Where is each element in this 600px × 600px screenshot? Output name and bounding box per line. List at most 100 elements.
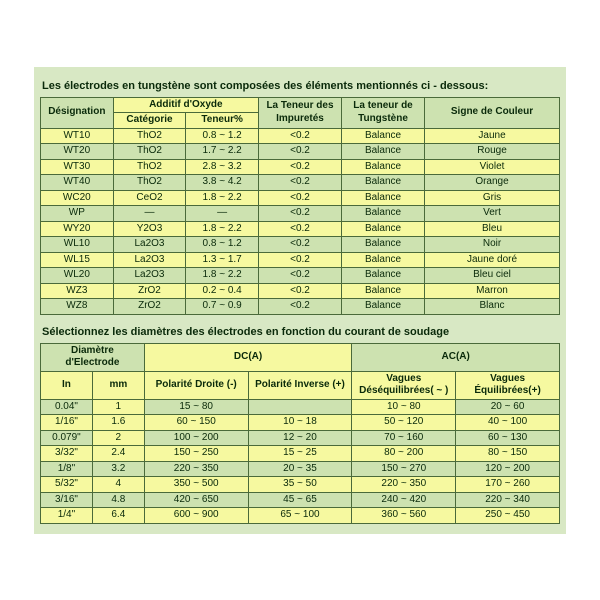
cell: Noir [425, 237, 560, 253]
th-mm: mm [92, 371, 144, 399]
cell: WT20 [41, 144, 114, 160]
cell: 80 ~ 150 [456, 446, 560, 462]
cell: Blanc [425, 299, 560, 315]
table-row: 3/16"4.8420 ~ 65045 ~ 65240 ~ 420220 ~ 3… [41, 492, 560, 508]
cell: <0.2 [258, 268, 341, 284]
cell: 4.8 [92, 492, 144, 508]
cell: Bleu [425, 221, 560, 237]
cell: 10 ~ 18 [248, 415, 352, 431]
cell: 80 ~ 200 [352, 446, 456, 462]
th-in: In [41, 371, 93, 399]
th-categorie: Catégorie [113, 113, 186, 129]
cell: Balance [342, 175, 425, 191]
th-designation: Désignation [41, 97, 114, 128]
cell: 220 ~ 350 [144, 461, 248, 477]
cell: Balance [342, 268, 425, 284]
cell: <0.2 [258, 190, 341, 206]
cell: 1.3 ~ 1.7 [186, 252, 259, 268]
cell: <0.2 [258, 144, 341, 160]
cell: WZ3 [41, 283, 114, 299]
cell: 1.8 ~ 2.2 [186, 268, 259, 284]
cell: 1 [92, 399, 144, 415]
cell: <0.2 [258, 159, 341, 175]
cell [248, 399, 352, 415]
cell: 0.7 ~ 0.9 [186, 299, 259, 315]
cell: ThO2 [113, 159, 186, 175]
cell: 60 ~ 150 [144, 415, 248, 431]
cell: 60 ~ 130 [456, 430, 560, 446]
cell: 3/32" [41, 446, 93, 462]
cell: Balance [342, 206, 425, 222]
cell: <0.2 [258, 221, 341, 237]
cell: Balance [342, 159, 425, 175]
th-additif: Additif d'Oxyde [113, 97, 258, 113]
cell: Balance [342, 190, 425, 206]
th-teneur: Teneur% [186, 113, 259, 129]
cell: WZ8 [41, 299, 114, 315]
cell: 35 ~ 50 [248, 477, 352, 493]
cell: 1.6 [92, 415, 144, 431]
cell: 1.8 ~ 2.2 [186, 221, 259, 237]
cell: ThO2 [113, 175, 186, 191]
cell: 2 [92, 430, 144, 446]
cell: Balance [342, 237, 425, 253]
cell: <0.2 [258, 252, 341, 268]
cell: 100 ~ 200 [144, 430, 248, 446]
cell: 1/8" [41, 461, 93, 477]
table-row: WP——<0.2BalanceVert [41, 206, 560, 222]
table-row: WL15La2O31.3 ~ 1.7<0.2BalanceJaune doré [41, 252, 560, 268]
table-row: WL10La2O30.8 ~ 1.2<0.2BalanceNoir [41, 237, 560, 253]
cell: La2O3 [113, 237, 186, 253]
table-row: WT40ThO23.8 ~ 4.2<0.2BalanceOrange [41, 175, 560, 191]
cell: 220 ~ 340 [456, 492, 560, 508]
cell: 65 ~ 100 [248, 508, 352, 524]
cell: Jaune [425, 128, 560, 144]
table-row: 0.04"115 ~ 8010 ~ 8020 ~ 60 [41, 399, 560, 415]
cell: Jaune doré [425, 252, 560, 268]
cell: <0.2 [258, 283, 341, 299]
cell: 350 ~ 500 [144, 477, 248, 493]
cell: 120 ~ 200 [456, 461, 560, 477]
th-pol-droite: Polarité Droite (-) [144, 371, 248, 399]
table-row: 1/8"3.2220 ~ 35020 ~ 35150 ~ 270120 ~ 20… [41, 461, 560, 477]
diameter-current-table: Diamètre d'Electrode DC(A) AC(A) In mm P… [40, 343, 560, 524]
table-row: WZ3ZrO20.2 ~ 0.4<0.2BalanceMarron [41, 283, 560, 299]
cell: 15 ~ 25 [248, 446, 352, 462]
th-ac: AC(A) [352, 343, 560, 371]
th-impuretes: La Teneur des Impuretés [258, 97, 341, 128]
cell: 3/16" [41, 492, 93, 508]
th-vagues-eq: Vagues Équilibrées(+) [456, 371, 560, 399]
cell: 12 ~ 20 [248, 430, 352, 446]
cell: 3.2 [92, 461, 144, 477]
cell: WY20 [41, 221, 114, 237]
cell: 20 ~ 35 [248, 461, 352, 477]
cell: La2O3 [113, 268, 186, 284]
cell: WC20 [41, 190, 114, 206]
cell: 40 ~ 100 [456, 415, 560, 431]
cell: 240 ~ 420 [352, 492, 456, 508]
cell: Y2O3 [113, 221, 186, 237]
cell: Balance [342, 128, 425, 144]
cell: ThO2 [113, 128, 186, 144]
cell: 360 ~ 560 [352, 508, 456, 524]
table-row: WY20Y2O31.8 ~ 2.2<0.2BalanceBleu [41, 221, 560, 237]
cell: Marron [425, 283, 560, 299]
cell: 2.8 ~ 3.2 [186, 159, 259, 175]
cell: 3.8 ~ 4.2 [186, 175, 259, 191]
cell: WL10 [41, 237, 114, 253]
cell: — [113, 206, 186, 222]
cell: Orange [425, 175, 560, 191]
cell: Rouge [425, 144, 560, 160]
cell: <0.2 [258, 299, 341, 315]
table-row: 5/32"4350 ~ 50035 ~ 50220 ~ 350170 ~ 260 [41, 477, 560, 493]
cell: 420 ~ 650 [144, 492, 248, 508]
cell: 15 ~ 80 [144, 399, 248, 415]
cell: Balance [342, 299, 425, 315]
cell: WL15 [41, 252, 114, 268]
cell: — [186, 206, 259, 222]
cell: 50 ~ 120 [352, 415, 456, 431]
cell: ThO2 [113, 144, 186, 160]
cell: 150 ~ 250 [144, 446, 248, 462]
cell: 220 ~ 350 [352, 477, 456, 493]
th-signe: Signe de Couleur [425, 97, 560, 128]
